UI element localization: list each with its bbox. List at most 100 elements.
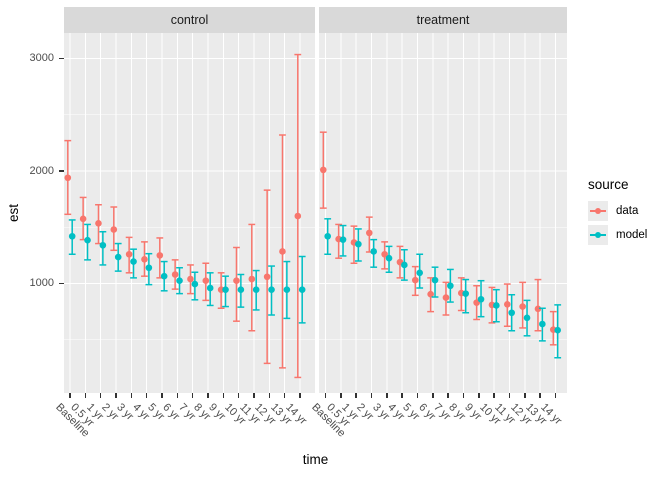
pointrange-data-6yr bbox=[427, 277, 435, 313]
pointrange-model-9yr bbox=[222, 275, 229, 308]
y-axis-tick bbox=[59, 57, 64, 60]
x-axis-tick bbox=[161, 393, 163, 398]
pointrange-data-2yr bbox=[110, 206, 118, 252]
x-axis-title: time bbox=[302, 452, 329, 467]
x-axis-tick bbox=[508, 393, 511, 398]
pointrange-model-11yr bbox=[252, 269, 260, 311]
pointrange-data-6yr bbox=[171, 259, 179, 290]
pointrange-data-5yr bbox=[156, 237, 164, 279]
x-axis-tick bbox=[115, 393, 117, 398]
facet-strip-control-label: control bbox=[170, 13, 209, 27]
legend-key-swatch-data bbox=[588, 201, 608, 221]
panel-treatment bbox=[319, 33, 567, 393]
x-axis-tick bbox=[222, 393, 225, 398]
y-axis-tick bbox=[59, 170, 64, 172]
pointrange-model-Baseline bbox=[68, 219, 76, 255]
point-dot-icon bbox=[594, 231, 602, 239]
pointrange-data-10yr bbox=[233, 246, 240, 322]
pointrange-data-Baseline bbox=[64, 139, 72, 216]
legend-title: source bbox=[588, 177, 629, 192]
pointrange-model-13yr bbox=[538, 307, 546, 342]
pointrange-data-8yr bbox=[202, 262, 210, 302]
facet-strip-control: control bbox=[64, 7, 315, 33]
y-tick-label: 2000 bbox=[29, 164, 54, 177]
pointrange-model-14yr bbox=[554, 304, 562, 359]
x-axis-tick bbox=[191, 393, 194, 398]
x-axis-tick bbox=[447, 393, 449, 398]
pointrange-model-8yr bbox=[462, 278, 470, 314]
pointrange-data-7yr bbox=[442, 281, 450, 316]
x-axis-tick bbox=[283, 393, 286, 398]
pointrange-model-9yr bbox=[477, 279, 485, 318]
pointrange-model-12yr bbox=[268, 265, 275, 316]
pointrange-model-3yr bbox=[130, 248, 137, 279]
pointrange-model-10yr bbox=[237, 273, 245, 308]
x-axis-tick bbox=[432, 393, 434, 398]
y-axis-title: est bbox=[5, 204, 21, 223]
legend-key-swatch-model bbox=[588, 225, 608, 245]
x-axis-tick bbox=[268, 393, 271, 398]
pointrange-model-2yr bbox=[114, 242, 122, 272]
legend-entry-model: model bbox=[588, 225, 647, 245]
pointrange-model-13yr bbox=[283, 260, 291, 320]
x-axis-tick bbox=[237, 393, 240, 398]
x-axis-tick bbox=[84, 393, 87, 398]
x-axis-tick bbox=[386, 393, 388, 398]
facet-strip-treatment: treatment bbox=[319, 7, 567, 33]
x-axis-tick bbox=[253, 393, 255, 398]
panel-control bbox=[64, 33, 315, 393]
x-axis-tick bbox=[99, 393, 102, 398]
pointrange-data-11yr bbox=[503, 283, 511, 327]
pointrange-model-8yr bbox=[206, 272, 214, 307]
pointrange-data-12yr bbox=[263, 189, 271, 365]
x-axis-tick bbox=[176, 393, 179, 398]
x-axis-tick bbox=[69, 393, 71, 398]
pointrange-model-0.5yr bbox=[84, 223, 91, 261]
x-axis-tick bbox=[462, 393, 465, 398]
panel-plot-area bbox=[319, 33, 567, 393]
x-axis-tick bbox=[207, 393, 209, 398]
pointrange-model-7yr bbox=[446, 268, 454, 303]
pointrange-model-4yr bbox=[145, 252, 153, 286]
pointrange-data-1yr bbox=[95, 204, 102, 245]
pointrange-model-6yr bbox=[176, 267, 183, 295]
pointrange-model-4yr bbox=[400, 249, 408, 281]
x-axis-tick bbox=[370, 393, 373, 398]
pointrange-model-5yr bbox=[416, 253, 424, 289]
x-axis-tick bbox=[355, 393, 357, 398]
legend-entry-data: data bbox=[588, 201, 647, 221]
pointrange-data-5yr bbox=[411, 265, 419, 297]
pointrange-model-10yr bbox=[492, 288, 500, 323]
x-axis-tick bbox=[539, 393, 541, 398]
point-dot-icon bbox=[594, 207, 602, 215]
pointrange-model-1yr bbox=[99, 231, 107, 266]
pointrange-model-6yr bbox=[431, 266, 439, 298]
facet-strip-treatment-label: treatment bbox=[416, 13, 470, 27]
pointrange-data-12yr bbox=[519, 281, 527, 329]
pointrange-model-1yr bbox=[354, 228, 362, 262]
pointrange-model-5yr bbox=[160, 260, 168, 292]
y-axis-tick bbox=[59, 282, 64, 285]
pointrange-model-0.5yr bbox=[339, 224, 347, 257]
x-axis-tick bbox=[416, 393, 419, 398]
legend: source data model bbox=[588, 177, 647, 249]
pointrange-data-14yr bbox=[294, 53, 302, 379]
x-axis-tick bbox=[145, 393, 148, 398]
pointrange-model-14yr bbox=[298, 255, 306, 324]
pointrange-model-Baseline bbox=[324, 218, 332, 255]
pointrange-model-2yr bbox=[370, 238, 378, 268]
pointrange-data-7yr bbox=[187, 264, 194, 295]
pointrange-data-13yr bbox=[534, 278, 542, 332]
pointrange-data-11yr bbox=[248, 223, 256, 332]
pointrange-model-3yr bbox=[385, 245, 393, 273]
pointrange-data-3yr bbox=[381, 241, 389, 270]
pointrange-model-7yr bbox=[191, 271, 199, 301]
x-axis-tick bbox=[493, 393, 495, 398]
x-axis-tick bbox=[401, 393, 403, 398]
pointrange-data-4yr bbox=[396, 245, 404, 279]
panel-plot-area bbox=[64, 33, 315, 393]
x-axis-tick bbox=[130, 393, 133, 398]
y-tick-label: 1000 bbox=[29, 277, 54, 289]
y-tick-label: 3000 bbox=[29, 52, 54, 64]
